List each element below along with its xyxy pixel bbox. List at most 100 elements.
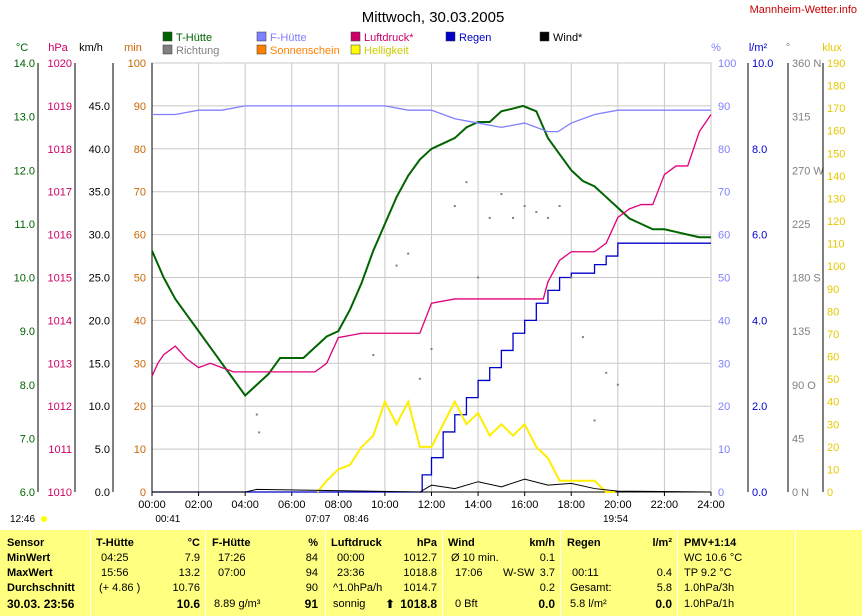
row-min-p-val: 1012.7: [403, 552, 437, 564]
x-tick-label: 24:00: [697, 499, 725, 511]
brightness-tick-label: 190: [827, 58, 845, 70]
legend-label: Luftdruck*: [364, 32, 414, 44]
direction-tick-label: 0 N: [792, 487, 809, 499]
pressure-tick-label: 1012: [48, 401, 72, 413]
temperature-tick-label: 14.0: [14, 58, 35, 70]
direction-point: [616, 383, 619, 386]
rain-tick-label: 4.0: [752, 315, 767, 327]
direction-point: [372, 353, 375, 356]
brightness-tick-label: 110: [827, 239, 845, 251]
pressure-tick-label: 1018: [48, 144, 72, 156]
chart-title: Mittwoch, 30.03.2005: [362, 9, 505, 26]
x-tick-label: 20:00: [604, 499, 632, 511]
sunshine-tick-label: 70: [134, 187, 146, 199]
header-t-unit: °C: [187, 537, 200, 549]
row-current-f-val: 91: [304, 597, 318, 611]
direction-point: [488, 216, 491, 219]
header-regen: Regen: [567, 537, 601, 549]
wind-tick-label: 30.0: [89, 230, 110, 242]
x-tick-label: 08:00: [325, 499, 353, 511]
row-current-w-val: 0.0: [538, 597, 555, 611]
legend-label: T-Hütte: [176, 32, 212, 44]
row-min-pmv: WC 10.6 °C: [684, 552, 743, 564]
row-avg-pmv: 1.0hPa/3h: [684, 582, 735, 594]
row-max-f-val: 94: [305, 567, 318, 579]
row-current-label: 30.03. 23:56: [7, 597, 75, 611]
axis-titles: °C hPa km/h min% l/m² ° klux: [16, 42, 842, 54]
brightness-tick-label: 70: [827, 329, 839, 341]
pressure-axis-title: hPa: [48, 42, 68, 54]
brightness-axis-title: klux: [822, 42, 842, 54]
pressure-tick-label: 1017: [48, 187, 72, 199]
header-r-unit: l/m²: [652, 537, 672, 549]
x-tick-label: 16:00: [511, 499, 539, 511]
row-avg-r-time: Gesamt:: [570, 582, 612, 594]
direction-tick-label: 90 O: [792, 380, 816, 392]
row-current-p-time: sonnig: [333, 598, 366, 610]
row-max-t-time: 15:56: [101, 567, 129, 579]
row-max-w-dir: W-SW: [503, 567, 535, 579]
temperature-tick-label: 6.0: [20, 487, 35, 499]
wind-tick-label: 40.0: [89, 144, 110, 156]
row-min-t-val: 7.9: [184, 552, 200, 564]
x-tick-label: 04:00: [231, 499, 259, 511]
header-f-unit: %: [308, 537, 318, 549]
rain-tick-label: 8.0: [752, 144, 767, 156]
sunshine-tick-label: 20: [134, 401, 146, 413]
row-avg-w-val: 0.2: [539, 582, 555, 594]
row-avg-t-val: 10.76: [172, 582, 200, 594]
legend-label: Richtung: [176, 45, 219, 57]
humidity-tick-label: 10: [718, 444, 730, 456]
temperature-tick-label: 9.0: [20, 326, 35, 338]
temperature-tick-label: 13.0: [14, 112, 35, 124]
legend-swatch: [539, 31, 550, 42]
row-min-p-time: 00:00: [337, 552, 365, 564]
sunshine-tick-label: 10: [134, 444, 146, 456]
weather-chart: Mittwoch, 30.03.2005 Mannheim-Wetter.inf…: [10, 4, 857, 525]
brightness-tick-label: 140: [827, 171, 845, 183]
legend-label: Helligkeit: [364, 45, 409, 57]
sun-events: 12:46 00:41 07:07 08:46 19:54: [10, 514, 628, 525]
row-avg-p-val: 1014.7: [403, 582, 437, 594]
direction-point: [418, 377, 421, 380]
pressure-tick-label: 1020: [48, 58, 72, 70]
row-min-label: MinWert: [7, 552, 51, 564]
sunshine-tick-label: 50: [134, 273, 146, 285]
legend-swatch: [350, 31, 361, 42]
sunshine-tick-label: 40: [134, 315, 146, 327]
x-tick-label: 22:00: [651, 499, 679, 511]
row-max-r-val: 0.4: [656, 567, 672, 579]
direction-point: [593, 419, 596, 422]
legend-label: F-Hütte: [270, 32, 307, 44]
pressure-tick-label: 1019: [48, 101, 72, 113]
humidity-tick-label: 30: [718, 358, 730, 370]
humidity-tick-label: 70: [718, 187, 730, 199]
direction-point: [258, 431, 261, 434]
row-current-r-time: 5.8 l/m²: [570, 598, 607, 610]
series-line: [151, 104, 711, 397]
site-name[interactable]: Mannheim-Wetter.info: [750, 4, 857, 16]
trend-up-icon: ⬆: [385, 597, 396, 611]
wind-tick-label: 45.0: [89, 101, 110, 113]
row-max-f-time: 07:00: [218, 567, 246, 579]
row-avg-label: Durchschnitt: [7, 582, 75, 594]
brightness-tick-label: 20: [827, 442, 839, 454]
row-max-w-time: 17:06: [455, 567, 483, 579]
rain-tick-label: 0.0: [752, 487, 767, 499]
sunshine-axis-title: min: [124, 42, 142, 54]
pressure-tick-label: 1014: [48, 315, 72, 327]
sunshine-tick-label: 90: [134, 101, 146, 113]
sunshine-tick-label: 60: [134, 230, 146, 242]
legend-label: Wind*: [553, 32, 583, 44]
pressure-tick-label: 1010: [48, 487, 72, 499]
wind-axis-title: km/h: [79, 42, 103, 54]
brightness-tick-label: 90: [827, 284, 839, 296]
direction-tick-label: 45: [792, 433, 804, 445]
x-tick-label: 10:00: [371, 499, 399, 511]
humidity-tick-label: 0: [718, 487, 724, 499]
wind-tick-label: 5.0: [95, 444, 110, 456]
x-tick-label: 14:00: [464, 499, 492, 511]
direction-tick-label: 135: [792, 326, 810, 338]
direction-point: [558, 205, 561, 207]
row-max-label: MaxWert: [7, 567, 53, 579]
